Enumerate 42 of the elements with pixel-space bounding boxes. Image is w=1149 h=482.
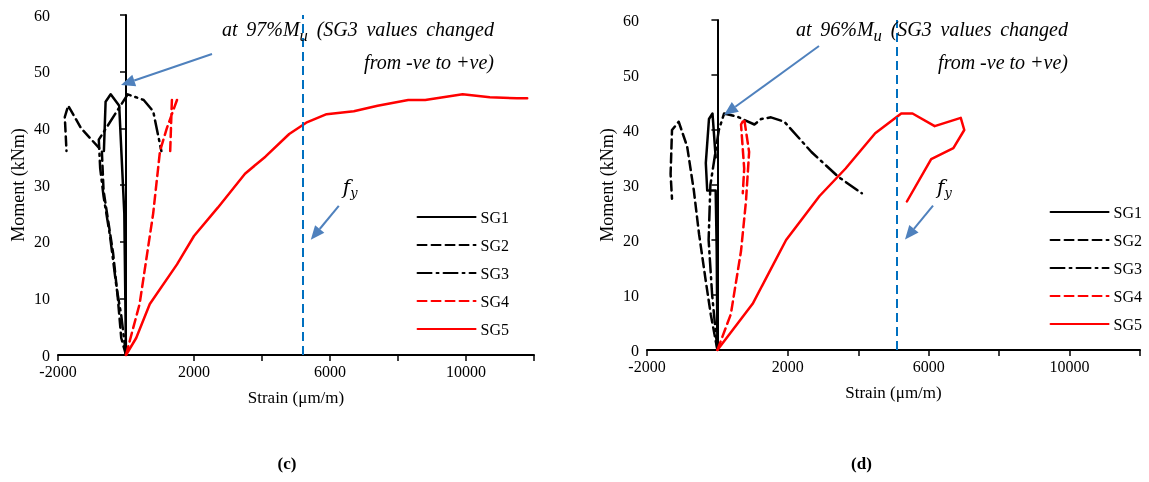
x-tick-label: 2000 [771, 357, 804, 375]
y-axis-title: Moment (kNm) [8, 128, 29, 242]
y-tick-label: 50 [34, 63, 50, 81]
y-tick-label: 0 [631, 341, 639, 359]
y-tick-label: 30 [623, 176, 639, 194]
y-tick-label: 20 [623, 231, 639, 249]
x-tick-label: 10000 [1049, 357, 1090, 375]
y-tick-label: 10 [34, 289, 50, 307]
x-axis-title: Strain (μm/m) [845, 383, 942, 402]
y-tick-label: 50 [623, 66, 639, 84]
x-tick-label: 10000 [446, 362, 486, 380]
legend-label: SG5 [480, 320, 509, 338]
ref-line-label: fy [340, 175, 359, 200]
text: (d) [851, 454, 872, 473]
y-tick-label: 0 [42, 346, 50, 364]
legend-label: SG5 [1113, 315, 1142, 333]
ref-line-label: fy [935, 175, 953, 200]
y-tick-label: 40 [34, 119, 50, 137]
y-tick-label: 30 [34, 176, 50, 194]
legend-label: SG2 [480, 236, 509, 254]
y-tick-label: 60 [34, 6, 50, 24]
x-tick-label: 6000 [912, 357, 945, 375]
legend-label: SG4 [480, 292, 509, 310]
text: (c) [277, 454, 297, 473]
annotation: at 96%M$_{u}$ (SG3 values changed from -ve to +ve) [796, 17, 1068, 75]
y-axis-title: Moment (kNm) [597, 128, 618, 242]
x-axis-title: Strain (μm/m) [247, 388, 345, 407]
x-tick-label: -2000 [628, 357, 666, 375]
x-tick-label: -2000 [39, 362, 77, 380]
y-tick-label: 20 [34, 233, 50, 251]
y-tick-label: 10 [623, 286, 639, 304]
legend-label: SG3 [480, 264, 509, 282]
legend-label: SG1 [480, 208, 509, 226]
legend-label: SG1 [1113, 203, 1142, 221]
y-tick-label: 40 [623, 121, 639, 139]
legend-label: SG3 [1113, 259, 1142, 277]
annotation: at 97%M$_{u}$ (SG3 values changed from -ve to +ve) [222, 17, 494, 75]
legend-label: SG4 [1113, 287, 1142, 305]
x-tick-label: 6000 [314, 362, 346, 380]
y-tick-label: 60 [623, 11, 639, 29]
legend-label: SG2 [1113, 231, 1142, 249]
x-tick-label: 2000 [178, 362, 210, 380]
